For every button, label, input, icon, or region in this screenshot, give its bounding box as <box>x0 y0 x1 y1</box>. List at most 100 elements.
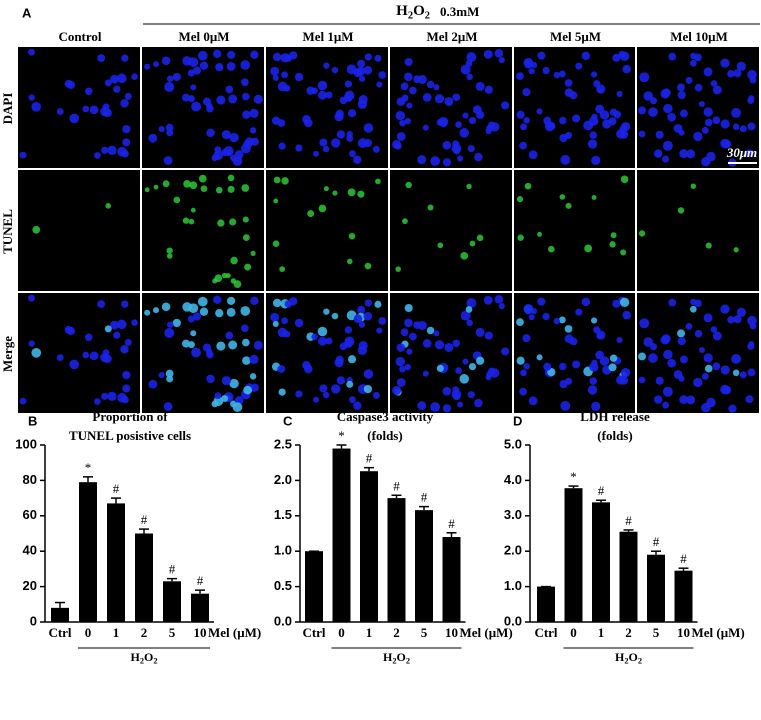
cell-nucleus <box>357 59 366 68</box>
bar <box>135 533 153 622</box>
cell-nucleus <box>357 345 368 355</box>
cell-nucleus <box>409 86 417 95</box>
cell-nucleus <box>677 329 686 338</box>
cell-nucleus <box>720 58 730 68</box>
cell-nucleus <box>330 384 341 394</box>
cell-nucleus <box>476 234 484 242</box>
cell-nucleus <box>638 130 646 138</box>
cell-nucleus <box>323 308 330 315</box>
cell-nucleus <box>304 118 313 128</box>
cell-nucleus <box>378 71 387 79</box>
cell-nucleus <box>198 174 207 183</box>
cell-nucleus <box>144 187 150 193</box>
cell-nucleus <box>679 149 689 159</box>
significance-marker: * <box>338 428 345 443</box>
cell-nucleus <box>339 96 348 105</box>
cell-nucleus <box>587 139 598 149</box>
cell-nucleus <box>230 256 238 265</box>
y-tick-label: 2.5 <box>274 436 292 451</box>
cell-nucleus <box>344 90 355 101</box>
cell-nucleus <box>484 85 493 94</box>
cell-nucleus <box>677 207 685 214</box>
cell-nucleus <box>465 60 473 67</box>
cell-nucleus <box>202 97 212 106</box>
cell-nucleus <box>249 373 257 380</box>
cell-nucleus <box>64 79 73 88</box>
formula-part: H <box>396 3 408 19</box>
cell-nucleus <box>442 158 452 167</box>
cell-nucleus <box>336 130 346 139</box>
cell-nucleus <box>584 244 593 253</box>
cell-nucleus <box>693 131 703 142</box>
cell-nucleus <box>240 324 249 333</box>
cell-nucleus <box>212 49 222 58</box>
cell-nucleus <box>475 81 485 91</box>
cell-nucleus <box>468 116 477 125</box>
panel-letter: A <box>22 5 32 20</box>
x-tick-label: 0 <box>338 625 345 640</box>
cell-nucleus <box>243 385 253 395</box>
cell-nucleus <box>31 101 42 112</box>
bar <box>674 570 693 622</box>
x-tick-label: 5 <box>653 625 660 640</box>
y-tick-label: 80 <box>23 472 37 487</box>
cell-nucleus <box>736 307 746 317</box>
cell-nucleus <box>240 60 251 70</box>
cell-nucleus <box>372 391 380 399</box>
cell-nucleus <box>442 404 452 413</box>
cell-nucleus <box>705 242 712 249</box>
cell-nucleus <box>353 68 363 78</box>
cell-nucleus <box>104 325 112 333</box>
cell-nucleus <box>728 404 737 413</box>
panel-letter: D <box>513 413 522 428</box>
cell-nucleus <box>56 354 64 362</box>
significance-marker: # <box>366 451 373 466</box>
y-tick-label: 3.0 <box>504 507 522 522</box>
cell-nucleus <box>422 124 429 131</box>
cell-nucleus <box>357 190 365 198</box>
cell-nucleus <box>102 103 110 111</box>
cell-nucleus <box>516 356 525 365</box>
cell-nucleus <box>745 395 754 404</box>
group-label: H2O2 <box>130 650 157 666</box>
x-tick-label: 10 <box>445 625 458 640</box>
bar <box>647 554 665 622</box>
cell-nucleus <box>662 386 673 397</box>
cell-nucleus <box>747 343 755 351</box>
cell-nucleus <box>638 376 646 384</box>
cell-nucleus <box>694 299 702 308</box>
cell-nucleus <box>221 395 229 402</box>
y-tick-label: 5.0 <box>504 436 522 451</box>
column-label: Control <box>58 29 101 44</box>
significance-marker: # <box>598 483 605 498</box>
cell-nucleus <box>272 240 280 248</box>
cell-nucleus <box>121 300 129 308</box>
cell-nucleus <box>173 196 181 204</box>
cell-nucleus <box>182 302 192 312</box>
cell-nucleus <box>608 363 617 372</box>
cell-nucleus <box>620 367 631 378</box>
bar <box>415 510 433 622</box>
cell-nucleus <box>284 54 293 62</box>
y-tick-label: 2.0 <box>504 543 522 558</box>
cell-nucleus <box>330 138 341 148</box>
cell-nucleus <box>165 369 174 378</box>
cell-nucleus <box>242 356 251 365</box>
cell-nucleus <box>214 146 222 154</box>
cell-nucleus <box>317 90 327 100</box>
cell-nucleus <box>277 81 288 92</box>
cell-nucleus <box>553 71 561 79</box>
cell-nucleus <box>465 306 473 313</box>
x-tick-label: 2 <box>393 625 400 640</box>
cell-nucleus <box>358 75 366 82</box>
bar <box>79 482 97 622</box>
cell-nucleus <box>349 150 356 158</box>
cell-nucleus <box>144 309 151 316</box>
y-tick-label: 0.0 <box>274 613 292 628</box>
cell-nucleus <box>102 349 110 357</box>
x-tick-label: 1 <box>113 625 120 640</box>
chart-title: (folds) <box>367 428 402 443</box>
cell-nucleus <box>553 317 561 325</box>
cell-nucleus <box>181 339 190 348</box>
bar <box>360 471 378 622</box>
